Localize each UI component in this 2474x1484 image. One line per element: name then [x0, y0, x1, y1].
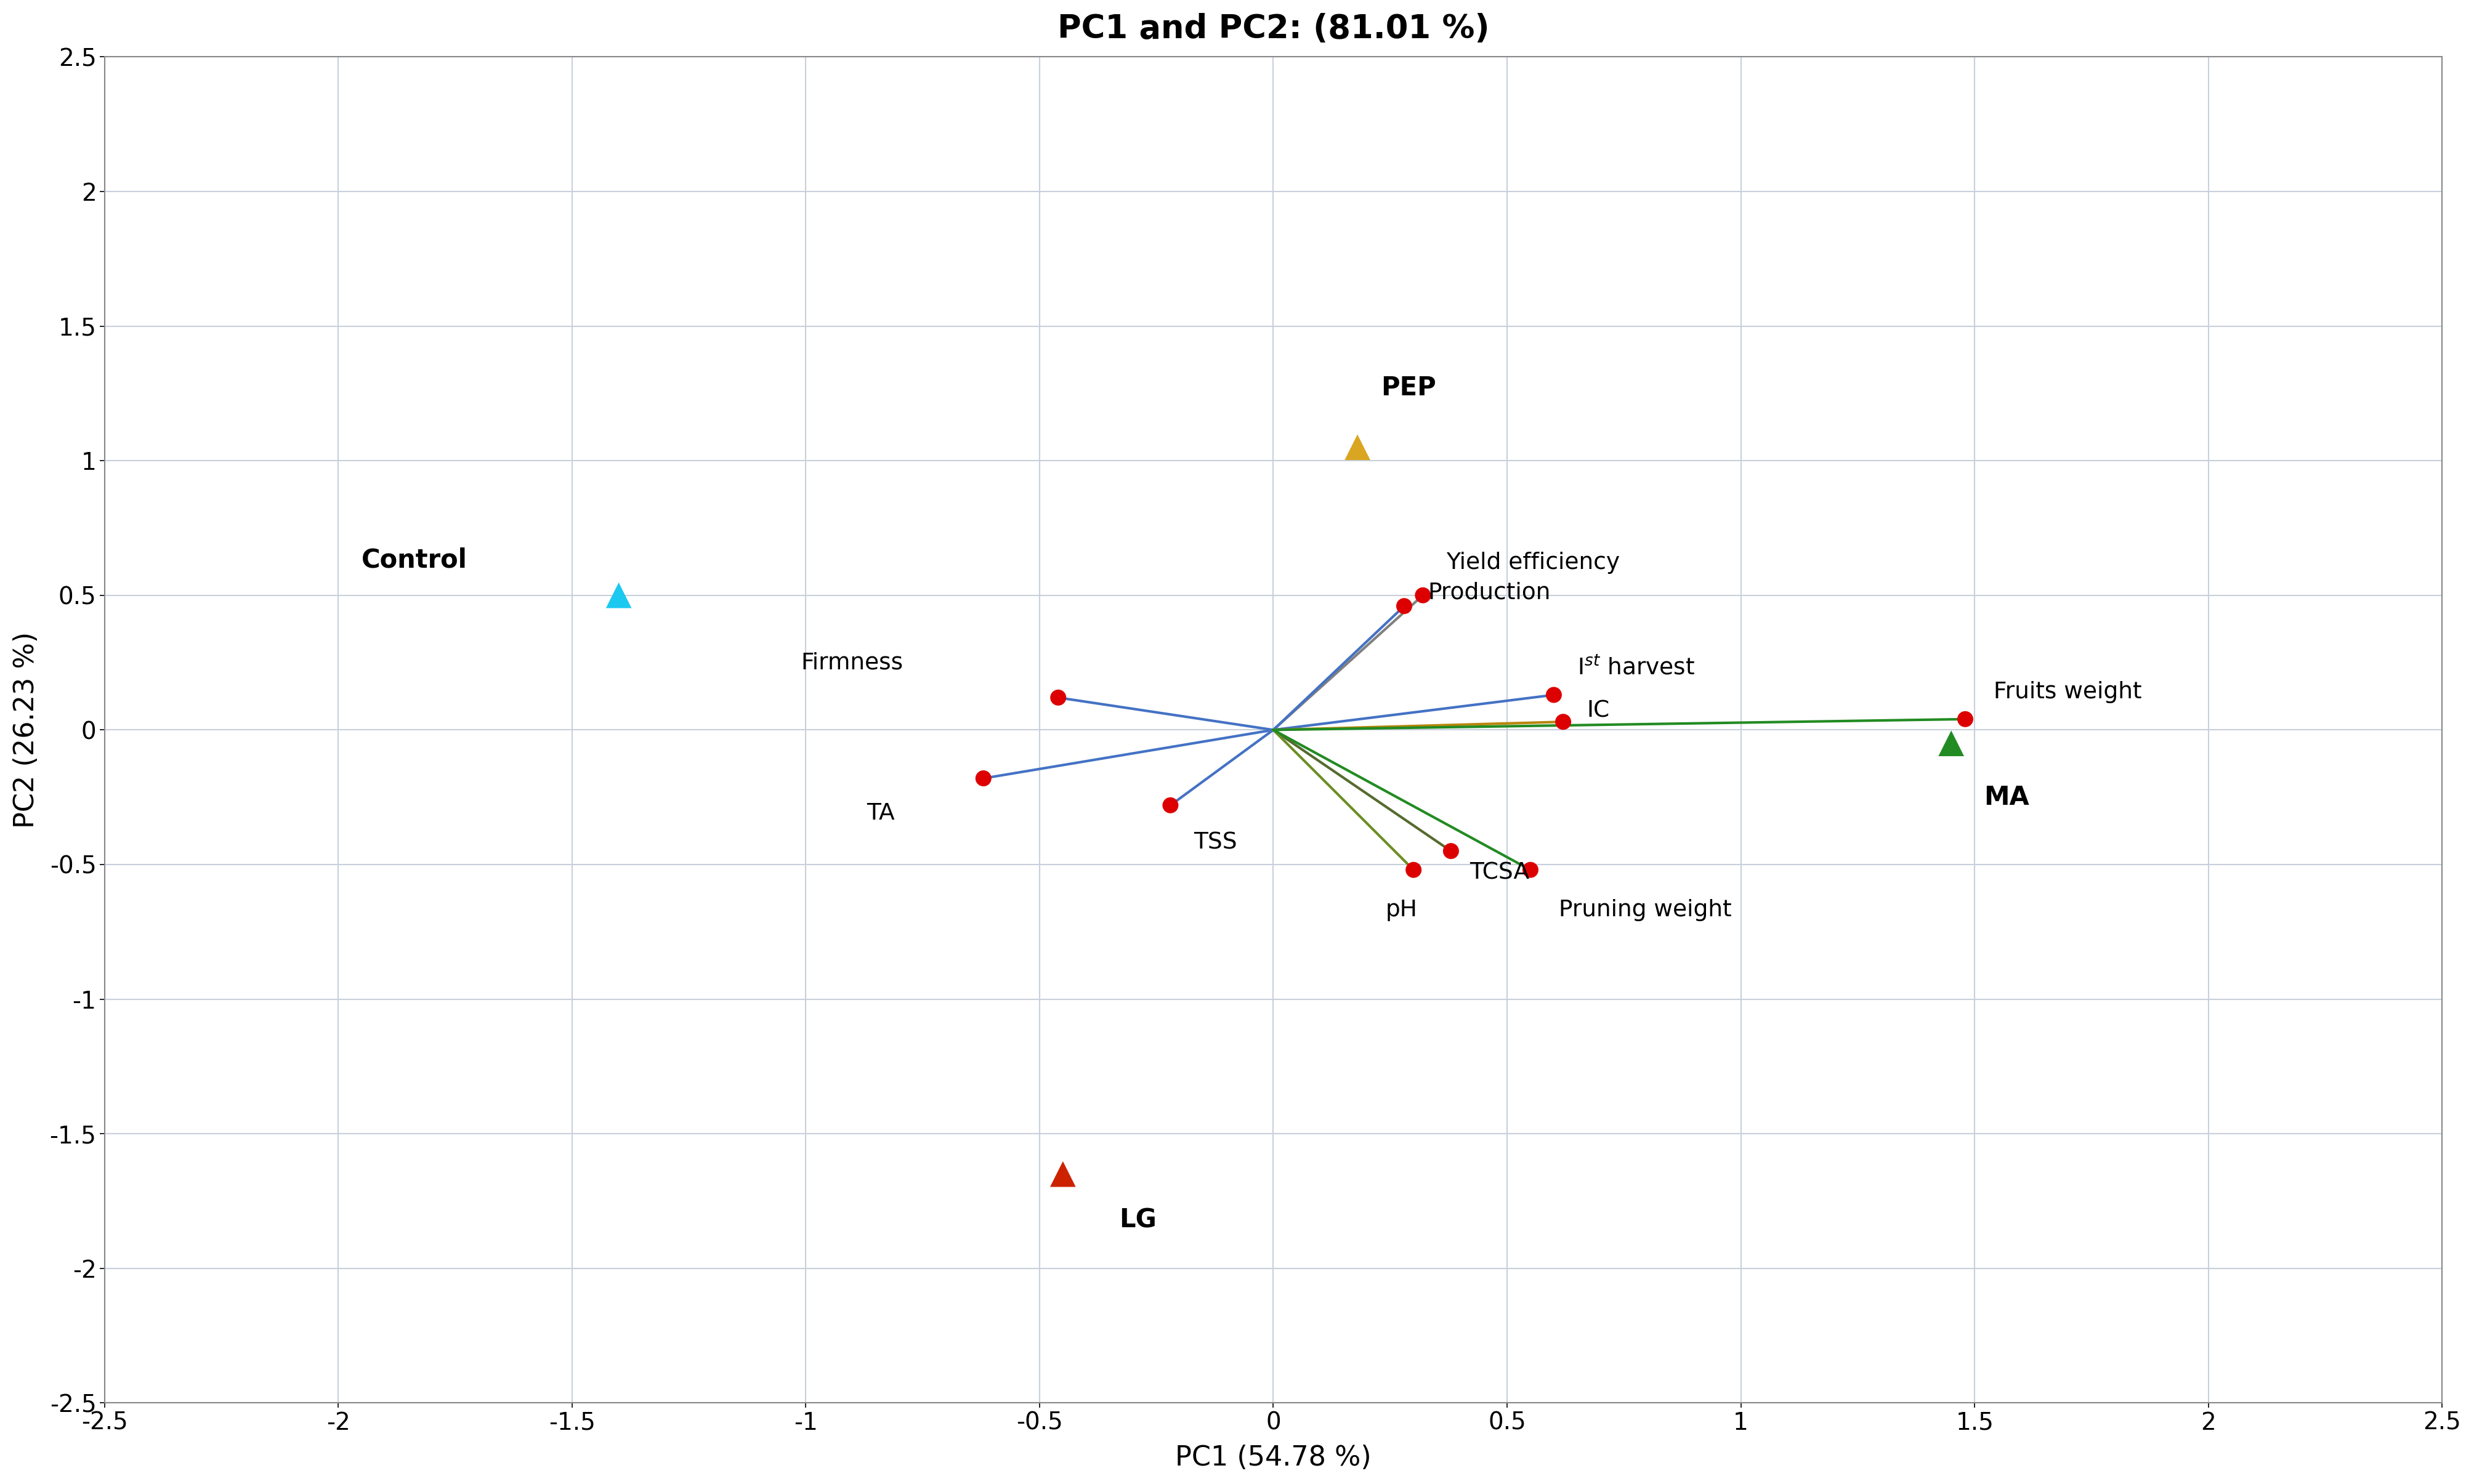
Text: PEP: PEP — [1380, 375, 1435, 401]
Point — [1430, 838, 1470, 862]
Text: Production: Production — [1427, 582, 1551, 604]
Point — [1534, 683, 1573, 706]
Text: Fruits weight: Fruits weight — [1994, 681, 2142, 703]
Point — [1150, 794, 1190, 818]
Text: IC: IC — [1586, 700, 1611, 723]
Point — [1039, 686, 1079, 709]
Text: I$^{st}$ harvest: I$^{st}$ harvest — [1578, 656, 1695, 680]
Text: Control: Control — [361, 548, 468, 573]
Text: TCSA: TCSA — [1470, 862, 1529, 883]
X-axis label: PC1 (54.78 %): PC1 (54.78 %) — [1175, 1445, 1371, 1471]
Point — [1385, 594, 1425, 617]
Point — [1338, 435, 1378, 459]
Point — [1932, 732, 1972, 755]
Point — [1403, 583, 1442, 607]
Text: Pruning weight: Pruning weight — [1559, 899, 1732, 922]
Text: pH: pH — [1385, 899, 1418, 922]
Title: PC1 and PC2: (81.01 %): PC1 and PC2: (81.01 %) — [1056, 13, 1489, 45]
Y-axis label: PC2 (26.23 %): PC2 (26.23 %) — [12, 632, 40, 828]
Point — [599, 583, 638, 607]
Text: TA: TA — [866, 803, 896, 825]
Text: LG: LG — [1118, 1206, 1155, 1233]
Point — [1044, 1162, 1084, 1186]
Point — [1512, 858, 1551, 881]
Point — [965, 766, 1004, 789]
Point — [1945, 708, 1984, 732]
Text: MA: MA — [1984, 784, 2029, 810]
Text: Yield efficiency: Yield efficiency — [1447, 552, 1620, 574]
Text: TSS: TSS — [1195, 833, 1237, 855]
Point — [1393, 858, 1432, 881]
Point — [1544, 709, 1583, 733]
Text: Firmness: Firmness — [802, 651, 903, 674]
